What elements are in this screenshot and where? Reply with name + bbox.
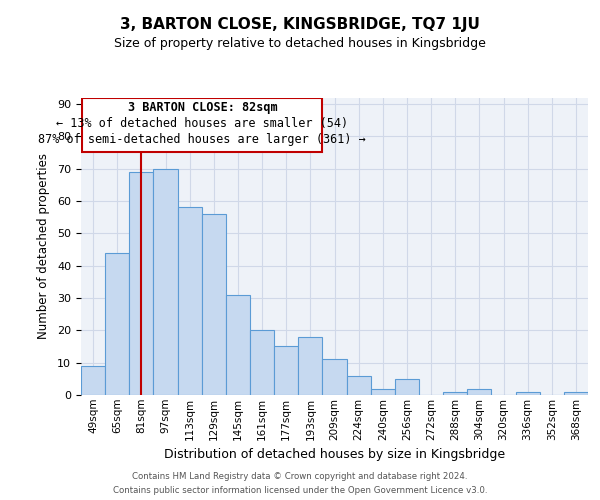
Bar: [81, 366, 105, 395]
Bar: [129, 172, 154, 395]
Bar: [178, 208, 202, 395]
Bar: [467, 388, 491, 395]
Text: 3, BARTON CLOSE, KINGSBRIDGE, TQ7 1JU: 3, BARTON CLOSE, KINGSBRIDGE, TQ7 1JU: [120, 18, 480, 32]
FancyBboxPatch shape: [82, 98, 322, 152]
Bar: [347, 376, 371, 395]
Bar: [564, 392, 588, 395]
Bar: [322, 360, 347, 395]
Bar: [154, 168, 178, 395]
Bar: [298, 337, 322, 395]
Bar: [105, 252, 129, 395]
Bar: [371, 388, 395, 395]
Text: Contains public sector information licensed under the Open Government Licence v3: Contains public sector information licen…: [113, 486, 487, 495]
Bar: [226, 295, 250, 395]
Y-axis label: Number of detached properties: Number of detached properties: [37, 153, 50, 340]
Text: 87% of semi-detached houses are larger (361) →: 87% of semi-detached houses are larger (…: [38, 133, 366, 146]
Bar: [274, 346, 298, 395]
Text: Contains HM Land Registry data © Crown copyright and database right 2024.: Contains HM Land Registry data © Crown c…: [132, 472, 468, 481]
Text: ← 13% of detached houses are smaller (54): ← 13% of detached houses are smaller (54…: [56, 117, 349, 130]
Text: 3 BARTON CLOSE: 82sqm: 3 BARTON CLOSE: 82sqm: [128, 100, 277, 114]
Bar: [250, 330, 274, 395]
Bar: [515, 392, 540, 395]
Bar: [395, 379, 419, 395]
Bar: [202, 214, 226, 395]
X-axis label: Distribution of detached houses by size in Kingsbridge: Distribution of detached houses by size …: [164, 448, 505, 461]
Bar: [443, 392, 467, 395]
Text: Size of property relative to detached houses in Kingsbridge: Size of property relative to detached ho…: [114, 38, 486, 51]
